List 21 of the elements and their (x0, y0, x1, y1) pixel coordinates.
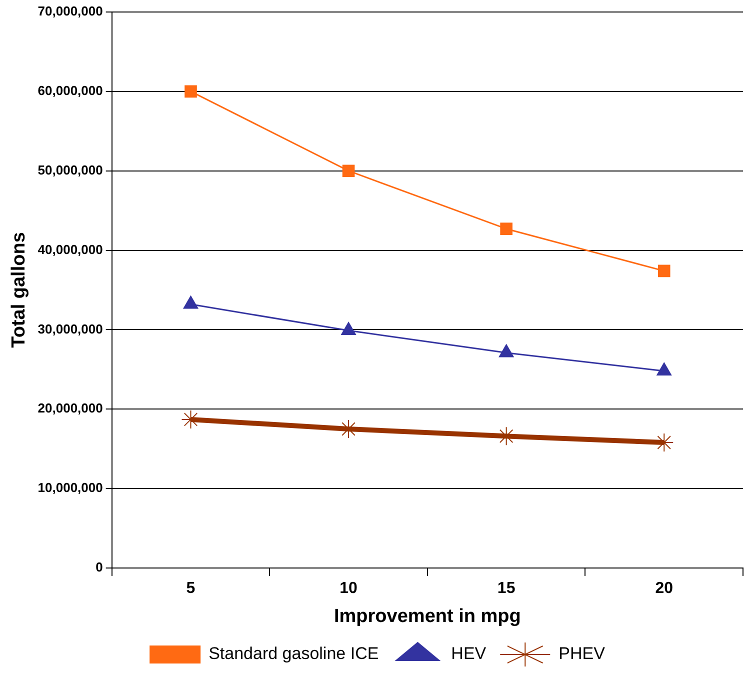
x-tick-label: 20 (655, 580, 674, 598)
y-tick-label: 70,000,000 (38, 4, 103, 19)
y-tick-label: 60,000,000 (38, 83, 103, 98)
legend-label: PHEV (558, 644, 606, 664)
point (342, 164, 355, 178)
x-axis-title: Improvement in mpg (334, 606, 521, 627)
point (500, 222, 512, 235)
legend-label: Standard gasoline ICE (208, 644, 379, 664)
y-axis-title: Total gallons (8, 232, 30, 348)
y-tick-label: 20,000,000 (38, 400, 103, 416)
y-tick-label: 0 (96, 560, 103, 575)
x-tick-label: 10 (340, 580, 358, 598)
x-tick-label: 15 (497, 580, 516, 598)
y-tick-label: 10,000,000 (38, 480, 103, 496)
x-tick-label: 5 (186, 580, 196, 598)
legend-label: HEV (451, 644, 487, 664)
y-tick-label: 50,000,000 (38, 162, 103, 178)
point (184, 85, 197, 98)
y-tick-label: 40,000,000 (38, 242, 103, 257)
point (658, 264, 670, 278)
y-tick-label: 30,000,000 (38, 321, 103, 336)
